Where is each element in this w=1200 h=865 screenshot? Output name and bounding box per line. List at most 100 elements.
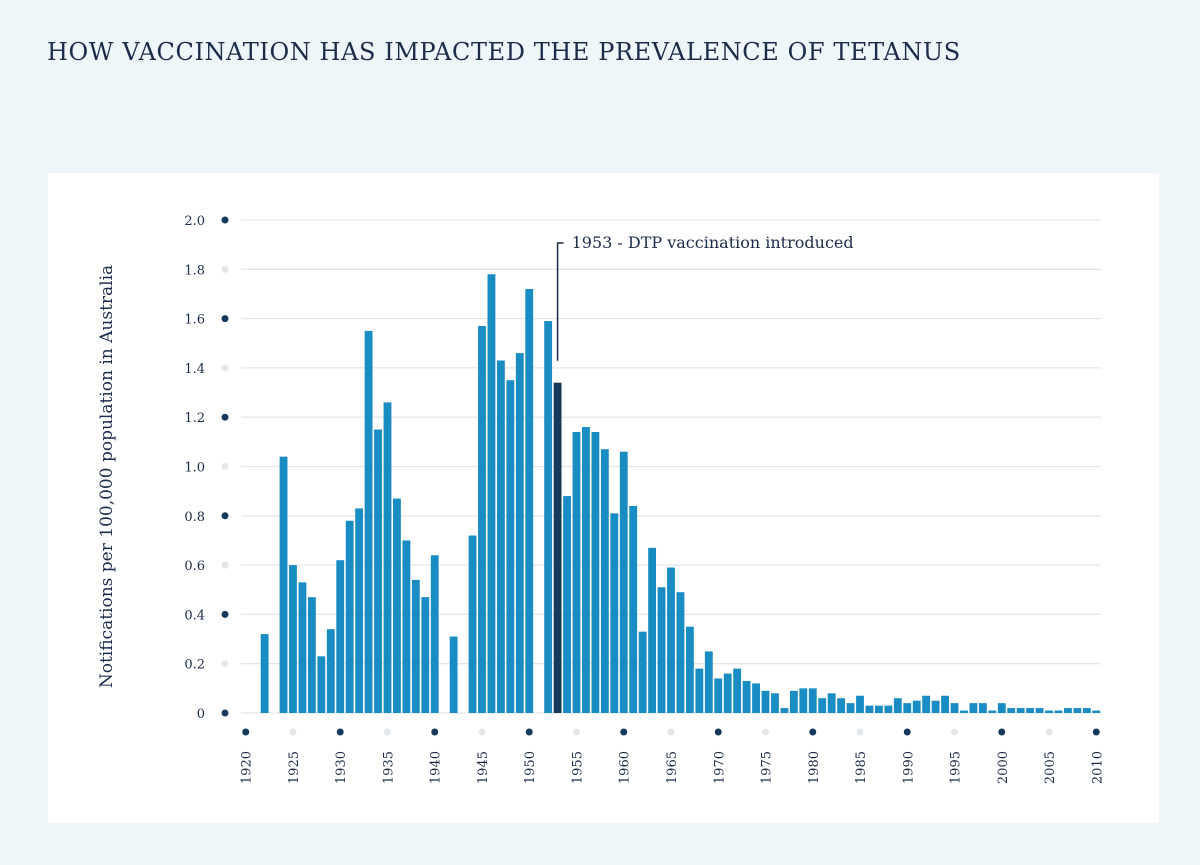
x-tick-label: 1945 [476,751,491,784]
x-tick-label: 1955 [570,751,585,784]
bar-2006 [1054,710,1063,713]
page-title: HOW VACCINATION HAS IMPACTED THE PREVALE… [47,38,961,66]
annotation-leader-line [556,242,564,361]
x-tick-label: 1985 [854,751,869,784]
y-tick-label: 0.8 [184,510,205,525]
x-tick-dot [762,728,770,736]
bar-1966 [676,592,685,713]
y-tick-dot [221,265,229,273]
bar-1938 [411,579,420,713]
x-tick-dot [620,728,628,736]
y-tick-label: 0.2 [184,658,205,673]
x-tick-dot [951,728,959,736]
x-tick-label: 2005 [1043,751,1058,784]
bar-1978 [789,690,798,713]
bar-1970 [714,678,723,713]
vaccination-annotation: 1953 - DTP vaccination introduced [556,233,854,361]
bar-1956 [582,427,590,713]
annotation-label: 1953 - DTP vaccination introduced [572,233,854,252]
y-tick-label: 0 [197,707,205,722]
bar-2002 [1016,708,1025,713]
y-tick-dot [221,610,229,618]
y-tick-label: 1.6 [184,313,205,328]
bar-1953-highlight [553,382,562,713]
bar-1947 [496,360,505,713]
bar-1957 [591,431,600,713]
y-axis-dots [221,216,229,717]
bar-1924 [279,456,288,713]
y-axis-title: Notifications per 100,000 population in … [97,265,117,688]
x-tick-dot [336,728,344,736]
x-tick-label: 1965 [665,751,680,784]
x-tick-dot [431,728,439,736]
bar-1972 [733,668,742,713]
x-tick-label: 1980 [807,751,822,784]
bar-1994 [941,695,949,713]
x-tick-dot [525,728,533,736]
bar-1932 [355,508,364,713]
bar-1929 [326,629,335,713]
bar-1950 [525,289,534,713]
y-tick-label: 0.4 [184,608,205,623]
x-axis-dots [242,728,1100,736]
bar-1979 [799,688,808,713]
bar-1940 [430,555,439,713]
x-tick-label: 1930 [334,751,349,784]
bars [260,274,1101,713]
x-tick-label: 1940 [429,751,444,784]
tetanus-bar-chart: 0 0.2 0.4 0.6 0.8 1.0 1.2 1.4 1.6 1.8 2.0 1920 1925… [97,214,1106,784]
x-tick-label: 2010 [1090,751,1105,784]
bar-1926 [298,582,307,713]
bar-1962 [638,631,647,713]
bar-1946 [487,274,496,713]
bar-1992 [922,695,931,713]
bar-1996 [960,710,968,713]
bar-2009 [1082,708,1091,713]
bar-1986 [865,705,874,713]
bar-1982 [827,693,836,713]
x-tick-label: 1935 [381,751,396,784]
bar-1974 [752,683,760,713]
bar-1954 [563,496,571,713]
y-tick-label: 2.0 [184,214,205,229]
y-axis-tick-labels: 0 0.2 0.4 0.6 0.8 1.0 1.2 1.4 1.6 1.8 2.0 [184,214,205,722]
y-tick-label: 1.0 [184,461,205,476]
bar-1934 [374,429,382,713]
x-tick-dot [1092,728,1100,736]
y-tick-label: 1.8 [184,263,205,278]
bar-1968 [695,668,704,713]
y-tick-dot [221,413,229,421]
bar-1952 [544,321,553,713]
y-tick-dot [221,216,229,224]
x-tick-dot [998,728,1006,736]
y-tick-label: 1.4 [184,362,205,377]
bar-1983 [837,698,846,713]
bar-2007 [1063,708,1072,713]
x-axis-tick-labels: 1920 1925 1930 1935 1940 1945 1950 1955 1960 1965… [240,751,1106,784]
bar-1987 [874,705,883,713]
y-tick-dot [221,364,229,372]
bar-1990 [903,703,912,713]
x-tick-label: 1950 [523,751,538,784]
bar-2004 [1035,708,1044,713]
bar-1960 [619,451,628,713]
bar-1928 [317,656,326,713]
x-tick-dot [289,728,297,736]
y-tick-dot [221,709,229,717]
bar-1930 [336,560,345,713]
x-tick-label: 1960 [618,751,633,784]
bar-1989 [893,698,902,713]
bar-1998 [978,703,987,713]
x-tick-label: 1975 [760,751,775,784]
bar-1985 [856,695,864,713]
x-tick-dot [242,728,250,736]
bar-1935 [383,402,392,713]
bar-1973 [742,680,751,713]
bar-1949 [515,353,524,713]
x-tick-label: 2000 [996,751,1011,784]
bar-1936 [393,498,401,713]
bar-1971 [723,673,732,713]
x-tick-label: 1995 [949,751,964,784]
bar-2010 [1092,710,1101,713]
bar-2008 [1073,708,1082,713]
